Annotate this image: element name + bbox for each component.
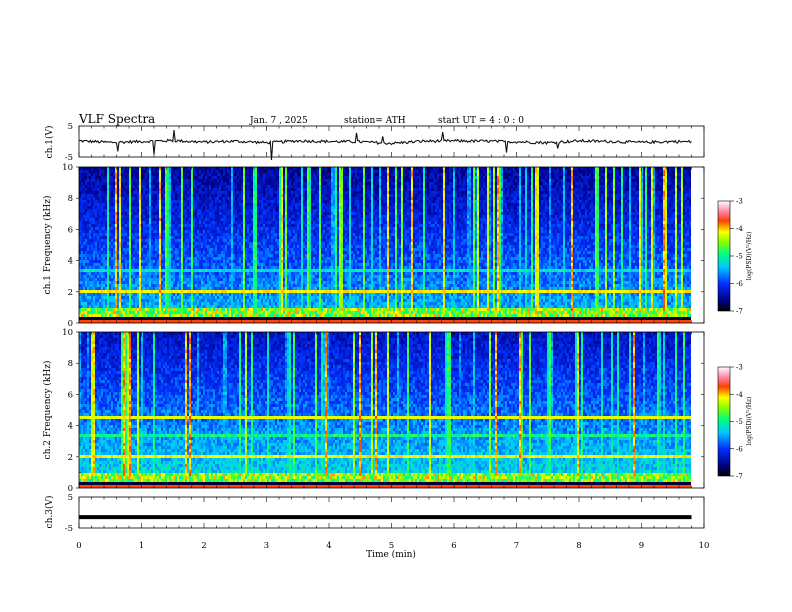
colorbar-tick-label: -3 xyxy=(736,364,743,372)
time-axis-tick-label: 4 xyxy=(326,541,331,551)
ch1-colorbar: -3 -4 -5 -6 -7 log(PSD)(V²/Hz) xyxy=(718,198,753,316)
ch1-colorbar-label: log(PSD)(V²/Hz) xyxy=(746,232,753,281)
ch3-waveform-ytick-label: -5 xyxy=(65,524,73,534)
time-axis-tick-label: 6 xyxy=(451,541,456,551)
colorbar-tick-label: -6 xyxy=(736,445,743,453)
ch1-colorbar-gradient xyxy=(718,201,730,311)
ch1-waveform-ytick-label: 5 xyxy=(68,122,73,132)
ch1-spectrogram-image xyxy=(79,167,691,323)
ch2-spectrogram-ytick-label: 2 xyxy=(68,453,73,463)
time-axis-tick-label: 7 xyxy=(514,541,519,551)
ch2-colorbar: -3 -4 -5 -6 -7 log(PSD)(V²/Hz) xyxy=(718,364,753,481)
ch2-spectrogram-ytick-label: 8 xyxy=(68,359,73,369)
time-axis-tick-label: 8 xyxy=(576,541,581,551)
colorbar-tick-label: -7 xyxy=(736,308,743,316)
ch1-spectrogram-ytick-label: 6 xyxy=(68,225,73,235)
ch3-waveform-panel: 5 -5 xyxy=(65,493,704,534)
ch2-spectrogram-ytick-label: 10 xyxy=(62,328,73,338)
ch1-spectrogram-ytick-label: 2 xyxy=(68,288,73,298)
time-axis-label: Time (min) xyxy=(366,549,416,560)
ch1-spectrogram-ytick-label: 8 xyxy=(68,194,73,204)
colorbar-tick-label: -4 xyxy=(736,391,743,399)
ch2-spectrogram-ytick-label: 6 xyxy=(68,390,73,400)
ch2-spectrogram-image xyxy=(79,332,691,488)
station-label: station= ATH xyxy=(344,116,406,126)
figure-title: VLF Spectra xyxy=(78,112,155,126)
ch2-spectrogram-ylabel: ch.2 Frequency (kHz) xyxy=(42,361,53,460)
date-label: Jan. 7 , 2025 xyxy=(249,116,308,126)
ch3-waveform-ytick-label: 5 xyxy=(68,493,73,503)
colorbar-tick-label: -5 xyxy=(736,253,743,261)
ch1-waveform-series-line xyxy=(79,130,692,160)
ch1-spectrogram-ytick-label: 10 xyxy=(62,163,73,173)
ch1-spectrogram-ytick-label: 4 xyxy=(68,257,73,267)
ch2-colorbar-label: log(PSD)(V²/Hz) xyxy=(746,397,753,446)
ch1-spectrogram-ylabel: ch.1 Frequency (kHz) xyxy=(42,196,53,295)
ch1-waveform-panel: 5 -5 xyxy=(65,122,704,163)
colorbar-tick-label: -3 xyxy=(736,198,743,206)
start-time-label: start UT = 4 : 0 : 0 xyxy=(438,116,524,126)
colorbar-tick-label: -7 xyxy=(736,473,743,481)
time-axis-tick-label: 3 xyxy=(264,541,269,551)
colorbar-tick-label: -6 xyxy=(736,280,743,288)
time-axis-tick-label: 10 xyxy=(699,541,710,551)
colorbar-tick-label: -4 xyxy=(736,225,743,233)
ch1-waveform-ylabel: ch.1(V) xyxy=(44,126,55,159)
ch1-waveform-ytick-label: -5 xyxy=(65,153,73,163)
ch2-colorbar-gradient xyxy=(718,367,730,476)
colorbar-tick-label: -5 xyxy=(736,418,743,426)
ch3-waveform-ylabel: ch.3(V) xyxy=(44,496,55,529)
time-axis-tick-label: 2 xyxy=(201,541,206,551)
time-axis-tick-label: 0 xyxy=(76,541,81,551)
vlf-spectra-figure: VLF Spectra Jan. 7 , 2025 station= ATH s… xyxy=(0,0,792,612)
time-axis-tick-label: 9 xyxy=(639,541,644,551)
time-axis-tick-label: 1 xyxy=(139,541,144,551)
ch2-spectrogram-ytick-label: 4 xyxy=(68,422,73,432)
